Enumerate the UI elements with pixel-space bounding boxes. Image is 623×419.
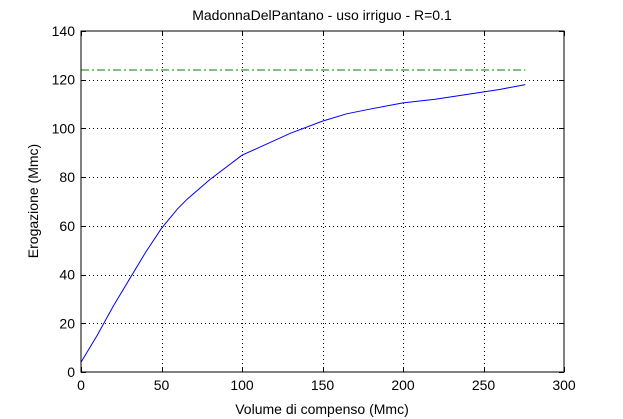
y-tick-label: 120 (52, 72, 76, 88)
grid (81, 31, 564, 372)
y-tick-label: 80 (59, 169, 75, 185)
x-tick-label: 300 (552, 377, 576, 393)
chart-title: MadonnaDelPantano - uso irriguo - R=0.1 (192, 7, 452, 23)
plot-frame (80, 30, 565, 373)
y-tick-label: 0 (67, 364, 75, 380)
y-tick-label: 60 (59, 218, 75, 234)
ticks: 0 50 100 150 200 250 300 0 20 40 60 80 100 120 140 (52, 23, 576, 393)
x-tick-label: 100 (230, 377, 254, 393)
y-axis-title: Erogazione (Mmc) (25, 144, 41, 258)
x-axis-title: Volume di compenso (Mmc) (235, 401, 409, 417)
x-tick-label: 50 (154, 377, 170, 393)
y-tick-label: 20 (59, 315, 75, 331)
y-tick-label: 40 (59, 267, 75, 283)
x-tick-label: 0 (77, 377, 85, 393)
x-tick-label: 150 (311, 377, 335, 393)
solid-curve (80, 84, 526, 363)
y-tick-label: 100 (52, 120, 76, 136)
series-layer (80, 69, 526, 363)
plot-area (81, 31, 564, 372)
y-tick-label: 140 (52, 23, 76, 39)
x-tick-label: 200 (391, 377, 415, 393)
x-tick-label: 250 (472, 377, 496, 393)
